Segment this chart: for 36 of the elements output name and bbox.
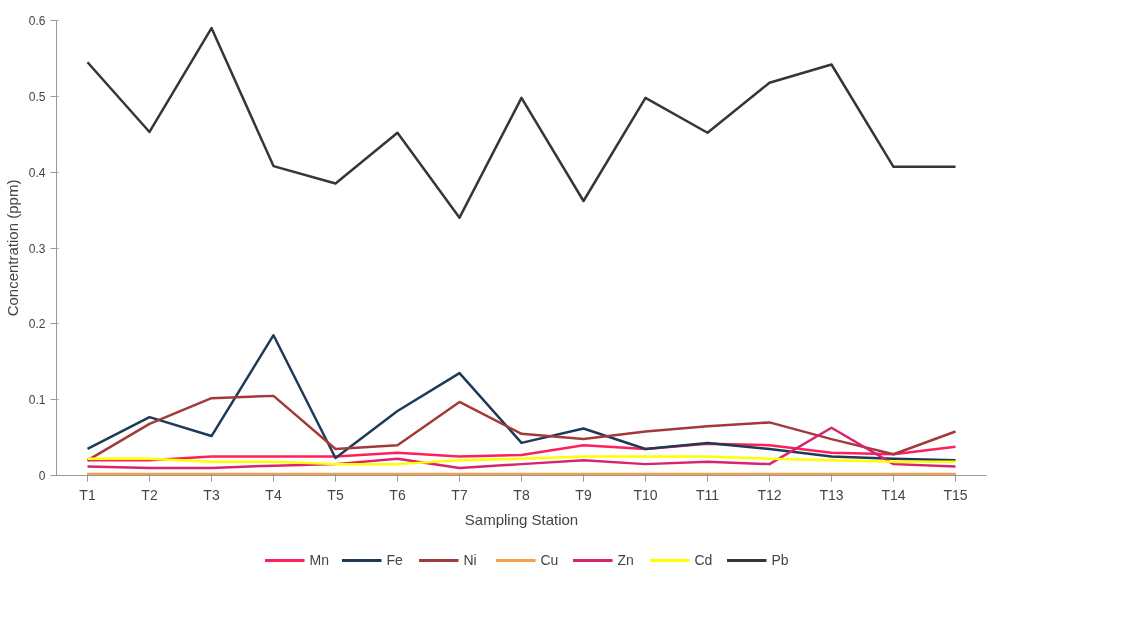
y-tick-label: 0.3 xyxy=(28,241,46,256)
legend-label: Fe xyxy=(386,552,404,568)
x-tick-label: T13 xyxy=(819,486,844,503)
y-tick-label: 0.6 xyxy=(28,14,46,28)
line-series xyxy=(86,26,957,219)
line-series xyxy=(86,455,957,466)
x-tick-label: T6 xyxy=(389,486,406,503)
legend-label: Zn xyxy=(617,552,635,568)
x-tick-label: T14 xyxy=(881,486,906,503)
y-tick-label: 0 xyxy=(38,469,46,483)
x-tick-label: T12 xyxy=(757,486,782,503)
y-tick-label: 0.1 xyxy=(28,393,46,408)
y-tick-label: 0.5 xyxy=(28,89,46,104)
legend-label: Cd xyxy=(694,552,714,568)
x-tick-label: T5 xyxy=(327,486,344,503)
line-series xyxy=(86,333,957,462)
x-tick-label: T2 xyxy=(141,486,158,503)
x-tick-label: T15 xyxy=(943,486,968,503)
legend-label: Mn xyxy=(309,552,330,568)
x-tick-label: T9 xyxy=(575,486,592,503)
y-tick-label: 0.4 xyxy=(28,165,46,180)
legend-label: Ni xyxy=(463,552,478,568)
x-tick-label: T10 xyxy=(633,486,658,503)
x-tick-label: T7 xyxy=(451,486,468,503)
x-tick-label: T4 xyxy=(265,486,282,503)
line-series xyxy=(86,426,957,470)
line-series xyxy=(86,394,957,462)
y-tick-label: 0.2 xyxy=(28,317,46,332)
x-tick-label: T11 xyxy=(695,486,720,503)
legend-label: Pb xyxy=(771,552,790,568)
x-tick-label: T3 xyxy=(203,486,220,503)
x-tick-label: T1 xyxy=(79,486,96,503)
y-axis-title: Concentration (ppm) xyxy=(3,179,21,317)
x-axis-title: Sampling Station xyxy=(464,510,579,528)
x-tick-label: T8 xyxy=(513,486,530,503)
legend-label: Cu xyxy=(540,552,560,568)
